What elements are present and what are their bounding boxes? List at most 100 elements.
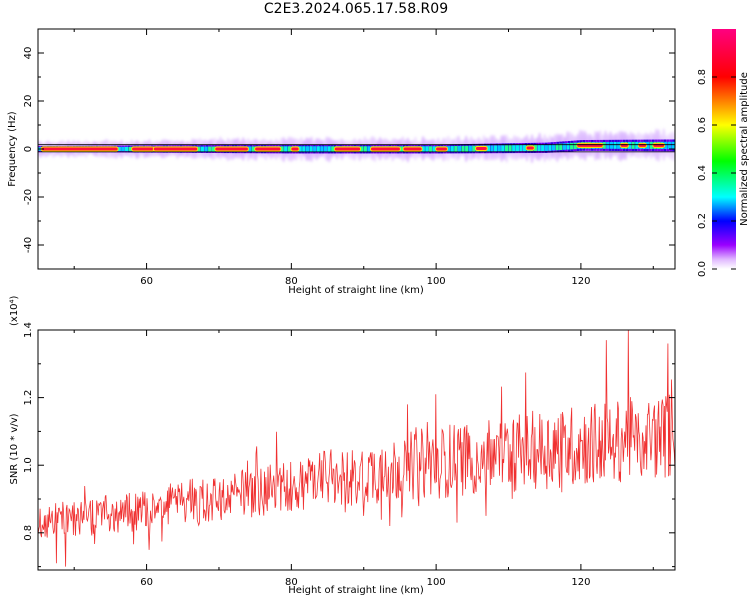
colorbar: 0.0 0.2 0.4 0.6 0.8 Normalized spectral ampl… xyxy=(697,29,750,277)
core-cell xyxy=(667,141,671,150)
spectrogram-heatmap xyxy=(38,128,675,164)
core-cell xyxy=(204,146,208,152)
x-tick-label: 60 xyxy=(140,577,153,588)
core-cell xyxy=(508,145,512,152)
band-cell xyxy=(463,144,467,154)
core-cell xyxy=(323,146,328,152)
core-cell xyxy=(573,142,577,150)
colorbar-tick-label: 0.8 xyxy=(697,69,708,85)
core-cell xyxy=(544,144,548,151)
core-cell xyxy=(465,145,469,152)
x-tick-label: 100 xyxy=(427,276,446,287)
colorbar-tick-label: 0.4 xyxy=(697,165,708,181)
x-tick-label: 100 xyxy=(427,577,446,588)
core-cell xyxy=(671,141,675,150)
peak-segment xyxy=(291,147,299,151)
y-tick-label: 1.0 xyxy=(23,457,34,473)
core-cell xyxy=(287,146,291,152)
core-cell xyxy=(331,146,335,152)
core-cell xyxy=(613,141,617,149)
peak-segment xyxy=(334,147,361,151)
core-cell xyxy=(457,145,462,152)
peak-segment xyxy=(132,147,154,151)
core-cell xyxy=(432,146,436,152)
spectrogram-y-label: Frequency (Hz) xyxy=(7,111,18,187)
x-tick-label: 120 xyxy=(571,276,590,287)
core-cell xyxy=(570,142,574,150)
peak-segment xyxy=(403,147,422,151)
snr-x-label: Height of straight line (km) xyxy=(288,585,424,596)
y-tick-label: 0.8 xyxy=(23,525,34,541)
snr-y-multiplier: (x10⁴) xyxy=(9,295,20,326)
core-cell xyxy=(121,146,125,152)
core-cell xyxy=(617,141,621,149)
core-cell xyxy=(320,146,324,152)
core-cell xyxy=(284,146,288,152)
core-cell xyxy=(555,143,559,151)
core-cell xyxy=(497,145,501,152)
peak-segment xyxy=(255,147,281,151)
core-cell xyxy=(606,142,610,149)
core-cell xyxy=(627,141,632,149)
y-tick-label: -20 xyxy=(23,189,34,205)
y-tick-label: 20 xyxy=(23,95,34,108)
core-cell xyxy=(428,146,433,152)
core-cell xyxy=(472,145,476,152)
core-cell xyxy=(454,145,458,152)
band-cell xyxy=(362,144,366,154)
colorbar-tick-label: 0.6 xyxy=(697,117,708,133)
spectrogram-x-label: Height of straight line (km) xyxy=(288,285,424,296)
core-cell xyxy=(490,145,494,152)
band-cell xyxy=(318,144,322,154)
y-tick-label: 1.4 xyxy=(23,322,34,338)
band-cell xyxy=(521,143,525,154)
core-cell xyxy=(446,146,451,152)
band-cell xyxy=(203,145,206,153)
spectrogram-panel: 60 80 100 120 -40 -20 0 20 40 Height of straight… xyxy=(7,28,676,296)
peak-segment xyxy=(215,147,248,151)
core-cell xyxy=(128,146,132,152)
core-cell xyxy=(124,146,129,152)
core-cell xyxy=(208,146,212,152)
core-cell xyxy=(609,142,614,149)
band-cell xyxy=(564,141,568,152)
core-cell xyxy=(280,146,284,152)
core-cell xyxy=(360,146,364,152)
peak-segment xyxy=(475,147,487,150)
colorbar-gradient xyxy=(712,29,736,269)
core-cell xyxy=(486,145,490,152)
core-cell xyxy=(494,145,498,152)
core-cell xyxy=(551,144,556,151)
core-cell xyxy=(305,146,310,152)
colorbar-tick-label: 0.0 xyxy=(697,261,708,277)
core-cell xyxy=(631,141,635,149)
band-cell xyxy=(492,143,496,154)
core-cell xyxy=(200,146,205,152)
peak-segment xyxy=(526,146,534,150)
core-cell xyxy=(461,145,465,152)
y-tick-label: 40 xyxy=(23,47,34,60)
band-cell xyxy=(507,143,510,154)
core-cell xyxy=(367,146,371,152)
core-cell xyxy=(646,141,650,149)
peak-segment xyxy=(370,147,400,151)
core-cell xyxy=(211,146,215,152)
colorbar-label: Normalized spectral amplitude xyxy=(739,72,750,226)
snr-frame xyxy=(37,329,676,571)
core-cell xyxy=(313,146,317,152)
core-cell xyxy=(501,145,505,152)
chart-title: C2E3.2024.065.17.58.R09 xyxy=(263,1,449,17)
core-cell xyxy=(298,146,302,152)
core-cell xyxy=(197,146,201,152)
core-cell xyxy=(363,146,367,152)
band-cell xyxy=(550,142,554,153)
colorbar-ticks: 0.0 0.2 0.4 0.6 0.8 xyxy=(697,69,736,277)
x-tick-label: 80 xyxy=(285,276,298,287)
spectrogram-axes: 60 80 100 120 -40 -20 0 20 40 xyxy=(23,28,675,287)
core-cell xyxy=(537,144,541,152)
core-cell xyxy=(512,145,516,152)
core-cell xyxy=(399,146,404,152)
x-tick-label: 80 xyxy=(285,577,298,588)
x-tick-label: 60 xyxy=(140,276,153,287)
core-cell xyxy=(504,145,509,152)
